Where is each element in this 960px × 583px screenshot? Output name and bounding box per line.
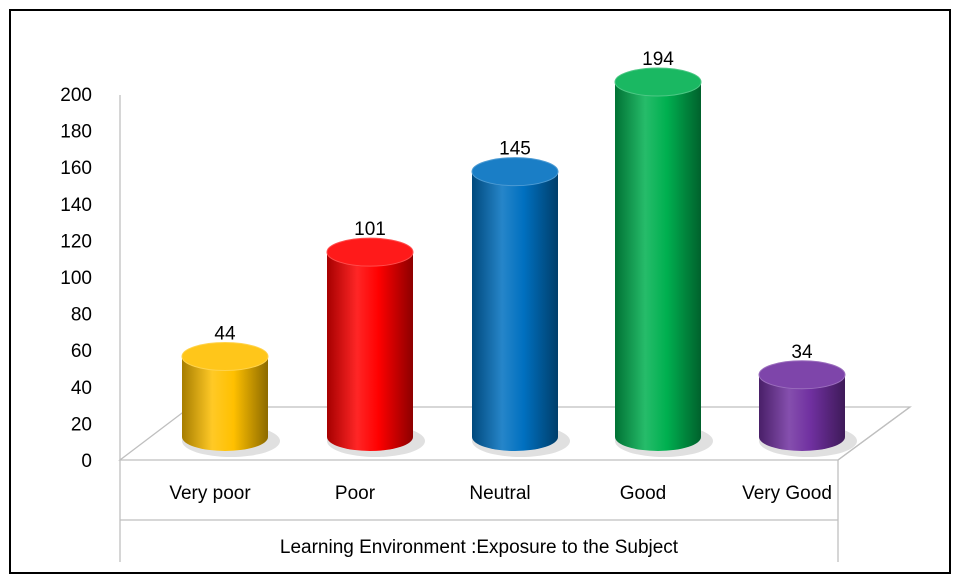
data-label: 101: [354, 219, 386, 240]
y-tick-label: 40: [71, 378, 92, 399]
bar-top: [758, 360, 846, 390]
y-tick-label: 140: [60, 195, 92, 216]
data-label: 34: [791, 342, 813, 363]
data-label: 44: [214, 323, 236, 344]
bar-top: [471, 157, 559, 187]
y-tick-label: 100: [60, 268, 92, 289]
y-tick-label: 200: [60, 85, 92, 106]
bar-top: [614, 67, 702, 97]
x-axis-title: Learning Environment :Exposure to the Su…: [280, 537, 679, 558]
bar-top: [181, 341, 269, 371]
y-tick-label: 120: [60, 231, 92, 252]
bar-top: [326, 237, 414, 267]
floor-edge: [837, 406, 911, 461]
x-tick-label: Poor: [335, 483, 376, 504]
bar: [472, 171, 558, 437]
y-tick-label: 0: [81, 451, 92, 472]
y-tick-label: 60: [71, 341, 92, 362]
y-tick-label: 20: [71, 414, 92, 435]
chart-frame: [9, 9, 951, 574]
bar: [615, 81, 701, 437]
bar: [327, 252, 413, 437]
y-tick-label: 80: [71, 305, 92, 326]
x-tick-label: Very Good: [742, 483, 832, 504]
data-label: 145: [499, 139, 531, 160]
x-tick-label: Very poor: [169, 483, 251, 504]
x-tick-label: Neutral: [469, 483, 530, 504]
y-tick-label: 180: [60, 122, 92, 143]
x-tick-label: Good: [620, 483, 666, 504]
y-tick-label: 160: [60, 158, 92, 179]
data-label: 194: [642, 49, 674, 70]
